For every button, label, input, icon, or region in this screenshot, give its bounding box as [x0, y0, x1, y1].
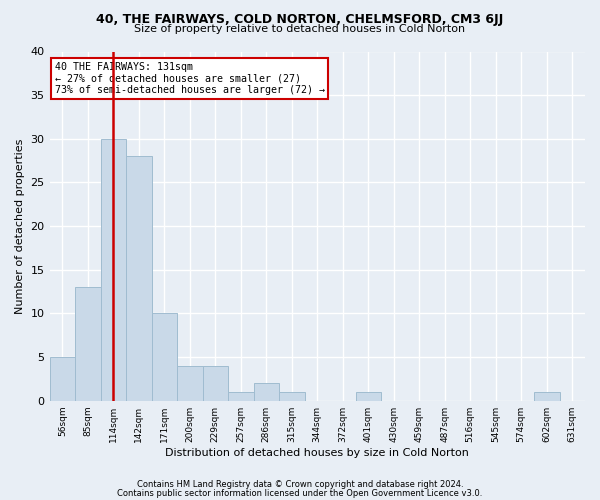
Bar: [177, 366, 203, 400]
Bar: [279, 392, 305, 400]
X-axis label: Distribution of detached houses by size in Cold Norton: Distribution of detached houses by size …: [166, 448, 469, 458]
Text: 40 THE FAIRWAYS: 131sqm
← 27% of detached houses are smaller (27)
73% of semi-de: 40 THE FAIRWAYS: 131sqm ← 27% of detache…: [55, 62, 325, 95]
Bar: [356, 392, 381, 400]
Bar: [101, 139, 126, 400]
Text: Size of property relative to detached houses in Cold Norton: Size of property relative to detached ho…: [134, 24, 466, 34]
Bar: [203, 366, 228, 400]
Bar: [126, 156, 152, 400]
Bar: [254, 383, 279, 400]
Bar: [228, 392, 254, 400]
Bar: [50, 357, 75, 401]
Bar: [534, 392, 560, 400]
Text: Contains public sector information licensed under the Open Government Licence v3: Contains public sector information licen…: [118, 489, 482, 498]
Y-axis label: Number of detached properties: Number of detached properties: [15, 138, 25, 314]
Bar: [152, 314, 177, 400]
Bar: [75, 287, 101, 401]
Text: 40, THE FAIRWAYS, COLD NORTON, CHELMSFORD, CM3 6JJ: 40, THE FAIRWAYS, COLD NORTON, CHELMSFOR…: [97, 12, 503, 26]
Text: Contains HM Land Registry data © Crown copyright and database right 2024.: Contains HM Land Registry data © Crown c…: [137, 480, 463, 489]
